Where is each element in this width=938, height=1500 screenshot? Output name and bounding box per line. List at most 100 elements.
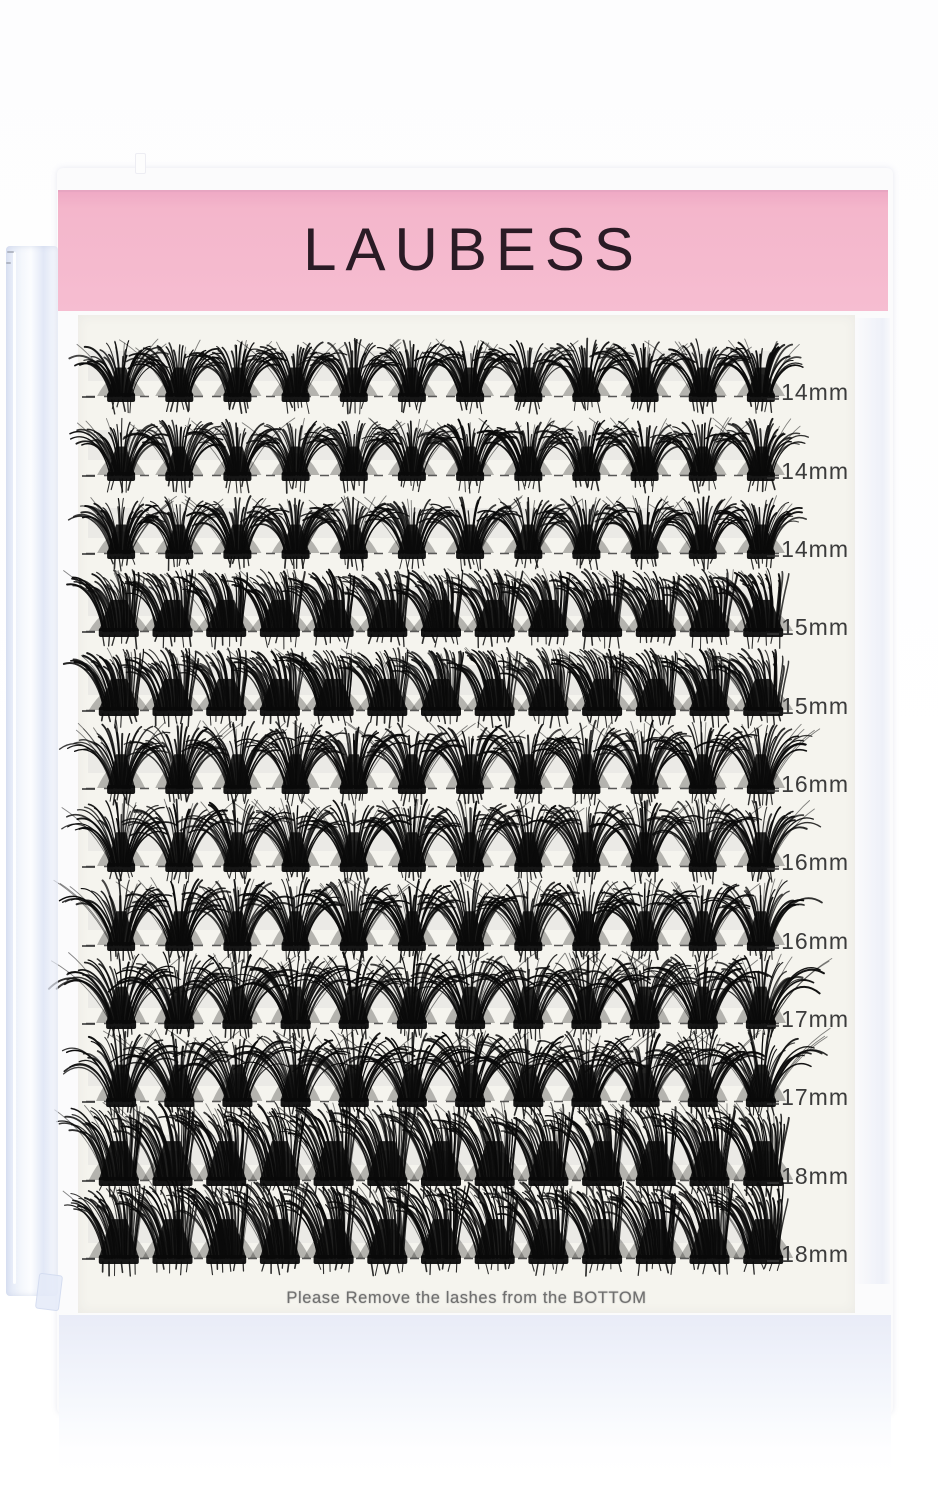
lash-cluster (221, 1101, 310, 1196)
lash-cluster (522, 800, 644, 885)
lash-cluster (241, 417, 348, 494)
row-length-label: 15mm (781, 692, 849, 719)
brand-name: LAUBESS (303, 216, 643, 283)
lash-cluster (63, 569, 149, 650)
lash-cluster (642, 878, 760, 962)
tray-bottom-shade (59, 1315, 891, 1475)
lash-cluster (588, 719, 694, 806)
lash-row: 18mm (54, 1100, 855, 1199)
lash-row: 15mm (62, 642, 855, 729)
row-guide-tick (767, 1181, 779, 1184)
lash-cluster (532, 337, 635, 414)
lash-cluster (223, 569, 310, 650)
row-guide-tick (767, 1103, 779, 1106)
lash-cluster (648, 495, 750, 572)
lash-cluster (353, 339, 466, 414)
lash-row: 16mm (58, 719, 855, 807)
row-guide-tick (82, 552, 95, 555)
lash-cluster (274, 647, 364, 726)
lash-cluster (165, 1179, 257, 1276)
row-guide-tick (82, 474, 95, 477)
row-guide-tick (767, 398, 779, 401)
row-guide-tick (767, 1259, 779, 1262)
lash-cluster (692, 1181, 794, 1275)
row-guide-tick (82, 1179, 95, 1182)
lash-cluster (345, 721, 476, 807)
lash-row: 14mm (68, 329, 855, 415)
lash-cluster (387, 647, 471, 725)
lash-tray: LAUBESS 14mm 14mm 14mm 15mm 15mm 16mm 16mm 16mm… (47, 153, 893, 1475)
lash-cluster (685, 1028, 831, 1119)
lash-strip (62, 646, 794, 729)
lash-cluster (222, 955, 364, 1042)
row-guide-tick (767, 476, 779, 479)
lash-cluster (702, 876, 823, 961)
row-guide-tick (82, 1022, 95, 1025)
lash-cluster (214, 1181, 310, 1276)
lash-cluster (120, 647, 203, 727)
lash-cluster (406, 800, 532, 883)
lash-strip (58, 719, 821, 807)
lash-cluster (62, 1180, 149, 1277)
plastic-speck (7, 251, 14, 253)
lash-cluster (67, 495, 177, 572)
lash-cluster (593, 1100, 686, 1198)
lash-cluster (481, 1181, 579, 1276)
lash-cluster (47, 952, 185, 1039)
row-guide-tick (82, 1101, 95, 1104)
lash-cluster (68, 338, 169, 415)
lash-cluster (705, 1100, 794, 1198)
brand-header: LAUBESS (58, 190, 888, 311)
row-length-label: 14mm (781, 379, 849, 406)
lash-strip (62, 1179, 794, 1277)
lash-cluster (113, 568, 203, 649)
row-guide-tick (767, 554, 779, 557)
lash-cluster (704, 798, 822, 883)
lash-strip (61, 797, 822, 885)
row-length-label: 16mm (781, 770, 849, 797)
lash-cluster (490, 646, 579, 729)
lash-rows: 14mm 14mm 14mm 15mm 15mm 16mm 16mm 16mm 17mm 17mm… (47, 329, 855, 1277)
lash-cluster (275, 1179, 364, 1275)
lash-cluster (472, 340, 579, 415)
lash-cluster (345, 877, 465, 963)
lash-cluster (184, 417, 296, 494)
lash-cluster (331, 568, 418, 648)
row-guide-tick (82, 1257, 95, 1260)
row-guide-tick (767, 868, 779, 871)
lash-cluster (476, 497, 583, 570)
lash-cluster (692, 953, 833, 1040)
row-guide-tick (767, 946, 779, 949)
row-length-label: 15mm (781, 614, 849, 641)
lash-cluster (290, 722, 412, 807)
lash-cluster (433, 568, 525, 649)
lash-row: 14mm (67, 486, 855, 572)
lash-cluster (550, 646, 633, 729)
row-length-label: 16mm (781, 927, 849, 954)
lash-row: 15mm (63, 564, 855, 651)
lash-cluster (597, 570, 686, 646)
lash-cluster (121, 798, 243, 884)
lash-cluster (438, 646, 525, 728)
lash-cluster (294, 877, 412, 962)
lash-strip (63, 568, 794, 651)
lash-cluster (407, 720, 526, 805)
lash-cluster (417, 418, 524, 494)
lash-strip (67, 495, 808, 572)
lash-cluster (61, 797, 179, 882)
lash-row: 14mm (69, 407, 855, 494)
row-guide-tick (82, 631, 95, 634)
lash-cluster (181, 877, 295, 963)
lash-cluster (297, 338, 403, 415)
lash-cluster (476, 721, 588, 805)
lash-cluster (58, 719, 171, 806)
lash-cluster (540, 1181, 633, 1277)
lash-cluster (226, 647, 310, 729)
lash-card: 14mm 14mm 14mm 15mm 15mm 16mm 16mm 16mm 17mm 17mm… (47, 315, 855, 1313)
lash-cluster (537, 495, 640, 571)
lash-cluster (122, 417, 229, 494)
lash-cluster (237, 876, 348, 963)
lash-row: 16mm (61, 797, 855, 885)
row-guide-tick (82, 396, 95, 399)
lash-cluster (62, 647, 149, 729)
